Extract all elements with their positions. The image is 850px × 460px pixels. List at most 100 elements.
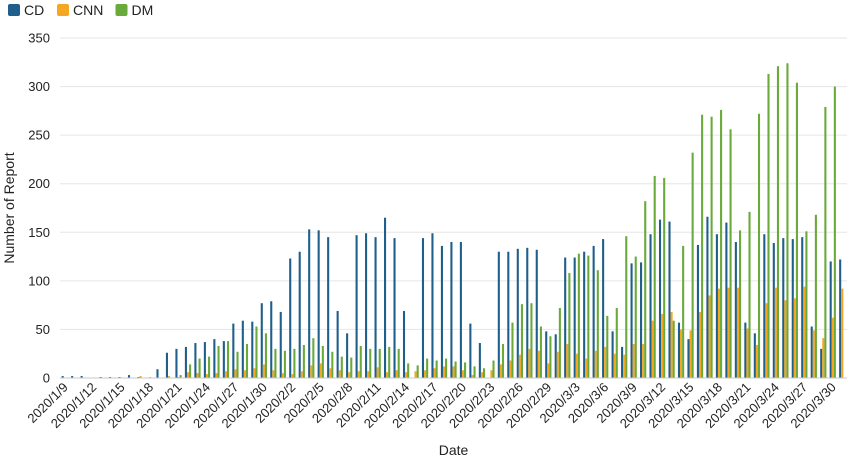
bar-dm (663, 177, 666, 378)
bar-cd (658, 219, 662, 378)
bar-cnn (594, 350, 597, 378)
bar-dm (226, 341, 230, 378)
bar-cnn (461, 370, 465, 378)
bar-cnn (300, 371, 303, 378)
bar-cd (127, 375, 131, 378)
bar-dm (340, 356, 343, 378)
bar-cd (820, 348, 823, 378)
bar-cnn (661, 313, 664, 378)
bar-cnn (442, 366, 446, 378)
bar-cd (289, 258, 292, 378)
bar-cd (573, 257, 576, 378)
bar-dm (359, 345, 362, 378)
bar-cnn (414, 371, 417, 378)
bar-dm (748, 211, 751, 378)
bar-dm (189, 364, 192, 378)
bar-cnn (822, 338, 825, 378)
bar-cd (753, 333, 756, 378)
bar-dm (530, 303, 533, 378)
legend-label-cnn: CNN (73, 2, 103, 18)
bar-cnn (499, 364, 502, 378)
bar-dm (378, 348, 381, 378)
bar-cd (478, 343, 481, 378)
y-tick-label: 250 (28, 128, 50, 143)
bars (61, 63, 844, 379)
bar-cd (260, 303, 263, 378)
bar-cd (175, 348, 178, 378)
legend-swatch-cnn (57, 4, 69, 16)
bar-cnn (736, 287, 739, 378)
y-tick-label: 300 (28, 79, 50, 94)
bar-cd (526, 247, 529, 378)
y-tick-label: 200 (28, 176, 50, 191)
bar-dm (435, 360, 438, 378)
bar-cnn (376, 367, 379, 378)
bar-cnn (509, 360, 512, 378)
bar-dm (729, 129, 732, 378)
bar-cnn (471, 375, 474, 378)
bar-dm (625, 236, 628, 378)
bar-cnn (490, 370, 493, 378)
bar-cnn (405, 372, 408, 378)
bar-dm (198, 358, 201, 378)
bar-dm (549, 336, 552, 378)
bar-cd (810, 326, 813, 378)
bar-cnn (433, 368, 436, 378)
bar-cnn (556, 351, 559, 378)
bar-cd (744, 322, 747, 378)
bar-cd (715, 234, 718, 378)
bar-cd (308, 229, 311, 378)
bar-cd (374, 237, 377, 378)
bar-cnn (575, 353, 578, 378)
bar-dm (397, 348, 400, 378)
bar-dm (739, 230, 742, 378)
bar-dm (179, 375, 182, 378)
bar-cd (687, 339, 690, 378)
bar-cd (279, 311, 282, 378)
bar-dm (445, 358, 448, 378)
x-tick-labels: 2020/1/92020/1/122020/1/152020/1/182020/… (24, 380, 838, 432)
bar-cnn (386, 372, 389, 378)
legend: CD CNN DM (8, 2, 153, 18)
bar-cnn (348, 372, 351, 378)
bar-dm (217, 345, 220, 378)
legend-label-dm: DM (132, 2, 154, 18)
bar-cd (592, 245, 595, 378)
bar-dm (245, 344, 249, 378)
bar-cd (61, 376, 64, 378)
bar-cd (270, 301, 273, 378)
bar-cd (298, 251, 301, 378)
bar-cnn (784, 300, 787, 378)
bar-cd (203, 342, 206, 378)
bar-dm (492, 360, 495, 378)
bar-cnn (262, 364, 265, 378)
bar-dm (283, 350, 286, 378)
bar-dm (558, 308, 561, 378)
bar-cnn (680, 329, 683, 378)
bar-dm (776, 66, 780, 379)
bar-cd (725, 222, 728, 378)
bar-dm (426, 358, 429, 378)
bar-cnn (717, 288, 721, 378)
bar-cd (706, 216, 709, 378)
bar-cnn (566, 344, 569, 378)
bar-dm (644, 201, 647, 378)
bar-dm (350, 357, 353, 378)
bar-cnn (234, 369, 237, 378)
bar-cnn (793, 298, 796, 378)
bar-cnn (585, 358, 588, 378)
bar-cd (469, 323, 472, 378)
bar-dm (587, 255, 590, 378)
bar-cd (222, 341, 225, 378)
bar-cd (763, 234, 766, 378)
bar-cd (355, 235, 358, 378)
bar-dm (710, 116, 713, 378)
bar-cnn (357, 371, 360, 378)
bar-cnn (841, 288, 844, 378)
bar-cnn (537, 350, 540, 378)
bar-cd (459, 242, 462, 378)
bar-cnn (765, 303, 768, 378)
bar-cd (194, 343, 197, 378)
bar-dm (331, 351, 334, 378)
